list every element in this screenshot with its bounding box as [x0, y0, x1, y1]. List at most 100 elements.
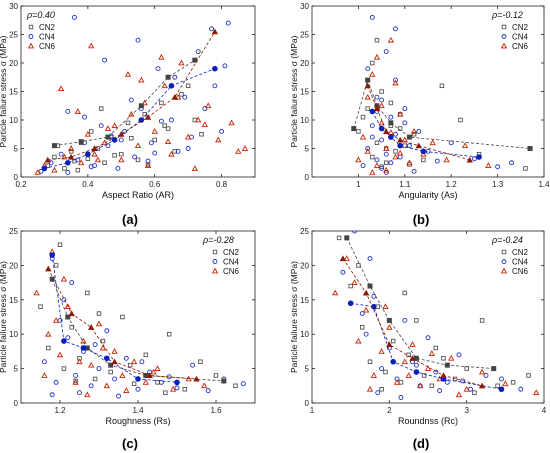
data-point-cn6: [401, 358, 408, 365]
data-point-cn4: [402, 317, 408, 323]
data-point-cn6: [387, 36, 395, 43]
data-point-cn2: [458, 117, 463, 123]
mean-point-cn4: [138, 117, 145, 123]
data-point-cn2: [198, 359, 203, 364]
legend-label-cn2: CN2: [512, 248, 529, 257]
data-point-cn6: [67, 145, 75, 151]
mean-point-cn2: [49, 276, 55, 282]
mean-point-cn6: [211, 28, 219, 35]
data-point-cn2: [102, 160, 107, 165]
data-point-cn6: [378, 348, 385, 354]
data-point-cn2: [441, 356, 446, 361]
mean-point-cn6: [193, 375, 200, 382]
data-point-cn6: [370, 372, 378, 378]
data-point-cn4: [49, 392, 55, 398]
data-point-cn6: [76, 358, 83, 365]
mean-point-cn6: [171, 94, 178, 100]
data-point-cn6: [355, 156, 362, 163]
data-point-cn6: [424, 365, 432, 371]
data-point-cn2: [379, 386, 384, 392]
x-axis-label: Angularity (As): [398, 190, 457, 200]
data-point-cn4: [65, 108, 71, 114]
mean-point-cn2: [192, 57, 198, 63]
data-point-cn6: [104, 125, 112, 131]
data-point-cn4: [96, 366, 102, 372]
data-point-cn6: [84, 391, 91, 398]
mean-point-cn6: [118, 131, 125, 137]
data-point-cn4: [41, 359, 47, 365]
x-tick-label: 1.4: [132, 406, 144, 415]
data-point-cn4: [88, 164, 94, 170]
data-point-cn6: [80, 337, 87, 344]
data-point-cn2: [429, 383, 435, 389]
data-point-cn4: [374, 157, 380, 163]
data-point-cn2: [374, 37, 380, 43]
data-point-cn4: [155, 66, 161, 72]
data-point-cn6: [201, 121, 209, 127]
y-tick-label: 5: [305, 365, 310, 374]
mean-point-cn2: [365, 77, 371, 83]
data-point-cn4: [391, 222, 395, 226]
legend-marker-cn6: [27, 42, 35, 49]
mean-point-cn4: [498, 386, 505, 393]
data-point-cn2: [135, 157, 141, 163]
mean-point-cn4: [378, 125, 385, 132]
data-point-cn2: [165, 126, 171, 131]
data-point-cn4: [379, 366, 385, 372]
panel-d: 1 2 3 4 0 5 10 15 20 25 Roundnss (Rc) Particle fail…: [289, 222, 547, 426]
mean-trend-line-cn2: [54, 59, 196, 147]
mean-point-cn2: [65, 314, 71, 320]
y-tick-label: 30: [300, 2, 309, 11]
legend-label-cn4: CN4: [512, 33, 529, 42]
mean-point-cn6: [111, 358, 118, 365]
y-tick-label: 0: [305, 399, 310, 408]
legend-label-cn6: CN6: [223, 267, 240, 276]
legend-marker-cn4: [28, 34, 34, 39]
data-point-cn2: [179, 92, 184, 97]
y-tick-label: 0: [305, 173, 310, 182]
mean-point-cn4: [388, 134, 394, 140]
data-point-cn4: [98, 123, 104, 129]
y-axis-label: Particle failure stress σ (MPa): [289, 261, 299, 373]
data-point-cn6: [168, 150, 175, 157]
data-point-cn2: [414, 318, 419, 323]
data-point-cn4: [112, 376, 118, 382]
data-layer: [332, 222, 540, 400]
data-point-cn4: [65, 169, 71, 175]
mean-point-cn4: [347, 300, 354, 307]
x-tick-label: 1.2: [54, 406, 66, 415]
mean-trend-line-cn6: [47, 268, 197, 380]
data-point-cn2: [199, 131, 204, 137]
data-point-cn2: [402, 290, 408, 296]
data-point-cn6: [406, 159, 413, 166]
y-tick-label: 20: [300, 261, 309, 270]
mean-point-cn6: [67, 153, 75, 160]
data-point-cn2: [159, 100, 164, 106]
panel-label-c: (c): [122, 436, 138, 451]
correlation-annotation: ρ=0.40: [26, 10, 55, 20]
data-point-cn4: [369, 134, 375, 140]
mean-point-cn4: [390, 358, 397, 365]
data-point-cn6: [502, 380, 509, 387]
data-point-cn6: [124, 71, 132, 77]
mean-point-cn4: [85, 151, 91, 157]
data-point-cn6: [362, 306, 370, 313]
data-point-cn4: [393, 26, 398, 32]
data-point-cn6: [382, 303, 389, 310]
data-point-cn6: [383, 145, 390, 151]
data-point-cn6: [111, 348, 118, 354]
data-point-cn4: [388, 114, 394, 120]
data-point-cn4: [222, 63, 228, 69]
y-tick-label: 5: [305, 145, 310, 154]
data-point-cn4: [116, 393, 121, 399]
data-point-cn4: [57, 317, 63, 323]
correlation-annotation: ρ=-0.28: [202, 235, 234, 245]
data-point-cn4: [38, 168, 44, 174]
data-point-cn6: [52, 317, 60, 323]
data-point-cn2: [523, 166, 528, 171]
data-point-cn6: [364, 93, 371, 100]
data-point-cn2: [38, 304, 43, 309]
data-point-cn4: [182, 94, 188, 100]
mean-point-cn2: [351, 126, 357, 132]
legend-marker-cn6: [500, 42, 508, 49]
